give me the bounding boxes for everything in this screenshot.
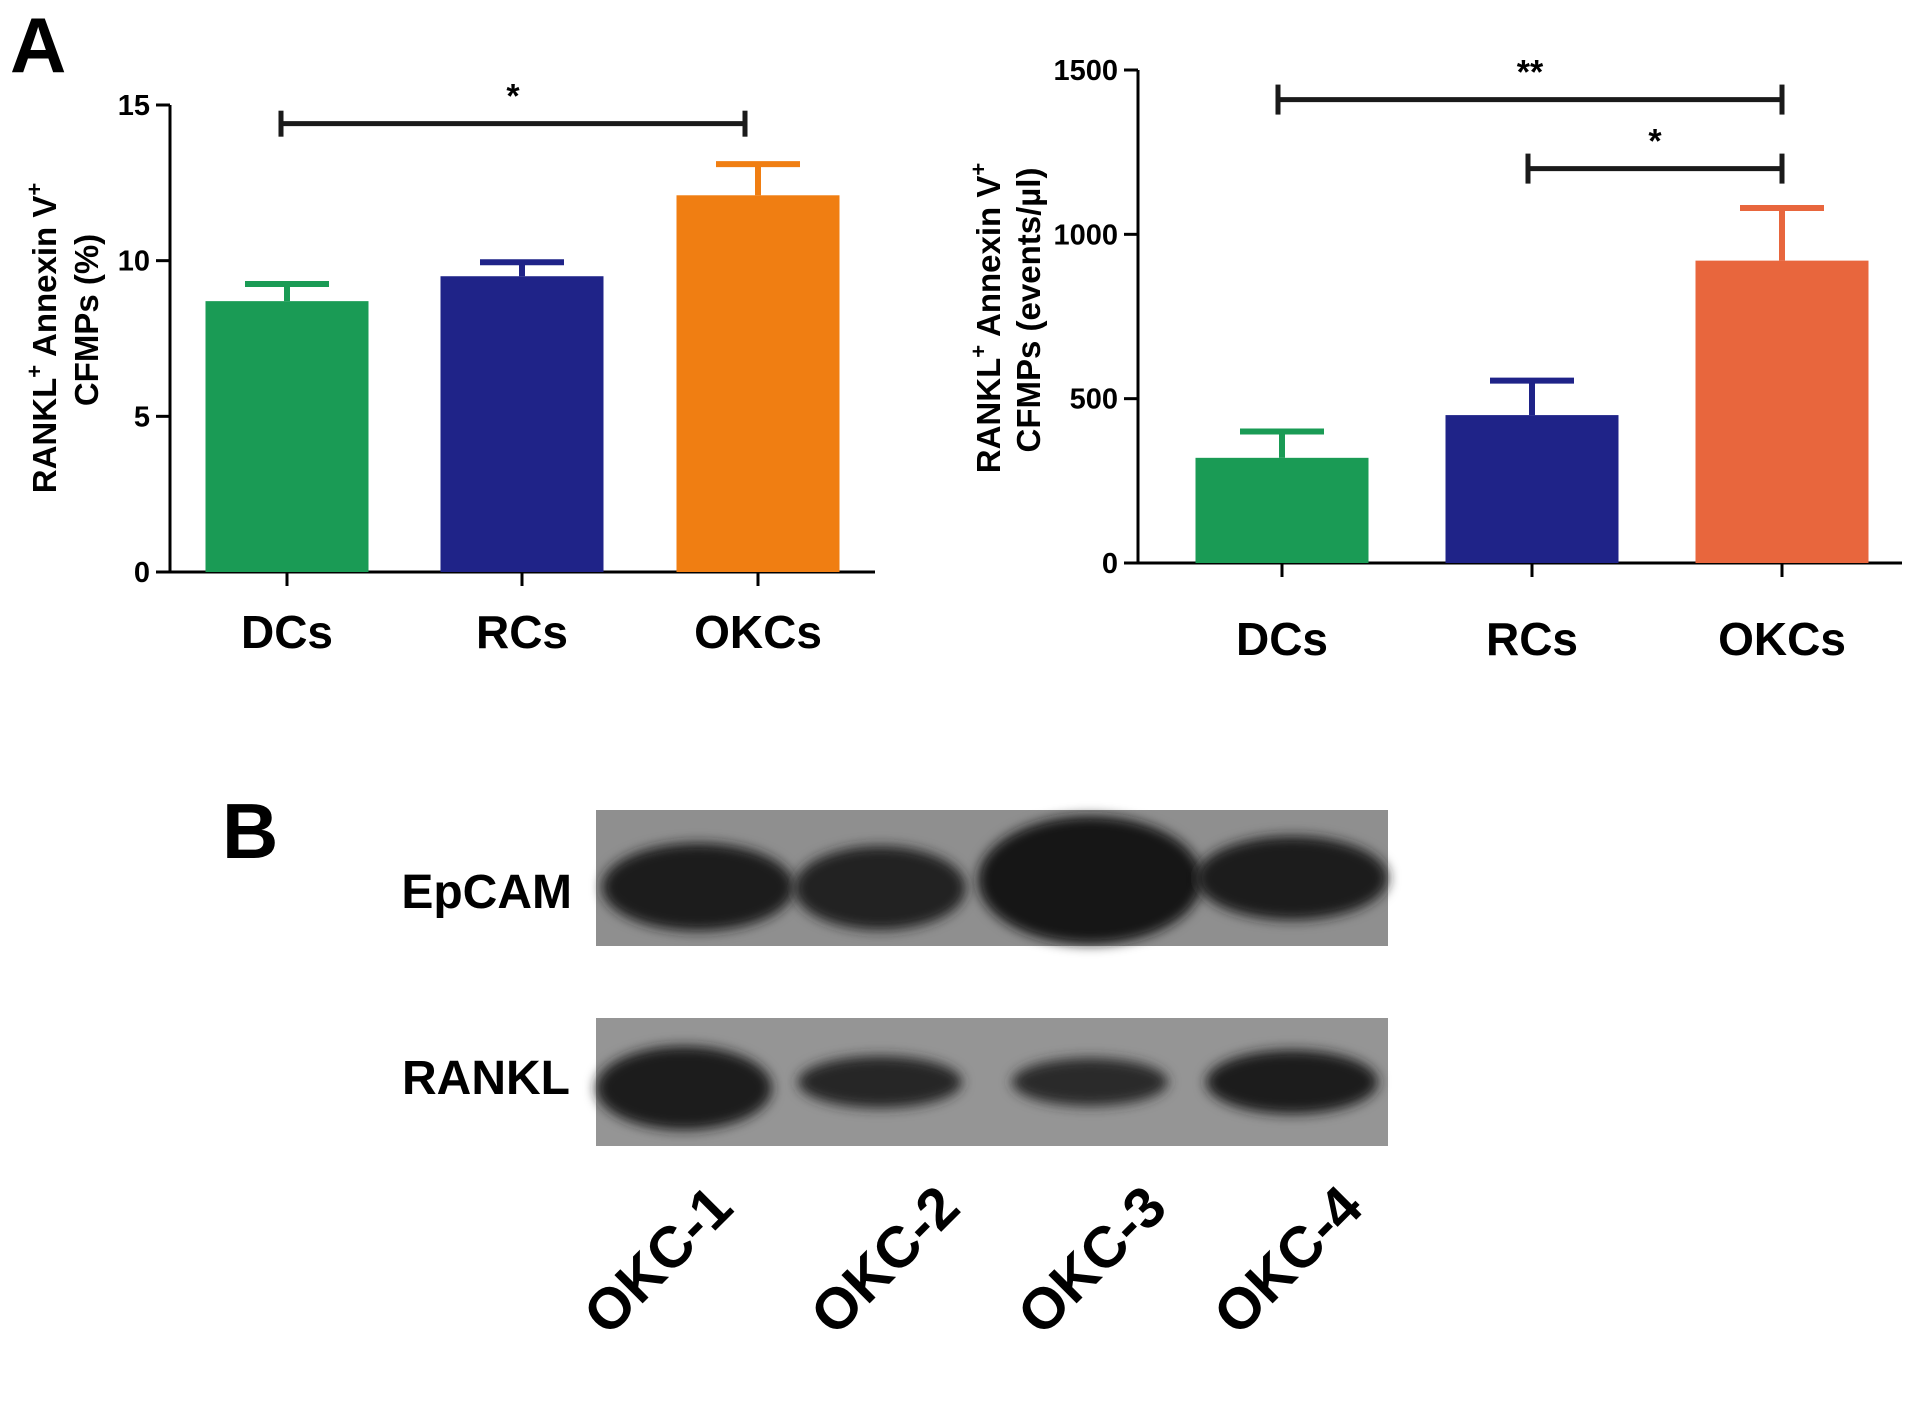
lane-label-okc-3: OKC-3 <box>1005 1174 1179 1348</box>
blot-strip-epcam <box>596 810 1388 946</box>
bars <box>205 161 840 572</box>
panel-b-letter: B <box>222 787 278 875</box>
y-tick-label: 1500 <box>1053 55 1118 87</box>
y-tick-label: 10 <box>118 246 150 278</box>
band-rankl-okc-1 <box>596 1046 772 1130</box>
lane-label-okc-2: OKC-2 <box>798 1174 972 1348</box>
band-epcam-okc-1 <box>602 843 794 931</box>
lane-label-okc-4: OKC-4 <box>1201 1174 1375 1348</box>
x-ticks: DCs RCs OKCs <box>1236 563 1846 665</box>
significance-label: ** <box>1517 54 1544 92</box>
band-rankl-okc-3 <box>1012 1058 1168 1106</box>
band-epcam-okc-3 <box>978 816 1202 944</box>
x-tick-label-rcs: RCs <box>476 606 568 658</box>
significance-label: * <box>1648 123 1662 161</box>
bar-dcs <box>205 301 369 572</box>
x-tick-label-okcs: OKCs <box>1718 613 1846 665</box>
blot-row-label-rankl: RANKL <box>402 1052 570 1105</box>
y-tick-label: 1000 <box>1053 219 1118 251</box>
band-rankl-okc-4 <box>1206 1050 1378 1114</box>
bars <box>1195 205 1869 563</box>
x-tick-label-rcs: RCs <box>1486 613 1578 665</box>
western-blot: EpCAM RANKL OKC-1 OKC-2 OKC-3 OKC-4 <box>401 810 1388 1347</box>
blot-strip-rankl <box>596 1018 1388 1146</box>
y-axis-title: RANKL+ Annexin V+ <box>22 183 63 494</box>
y-tick-label: 5 <box>134 401 150 433</box>
blot-row-label-epcam: EpCAM <box>401 866 572 919</box>
y-tick-label: 500 <box>1070 384 1118 416</box>
band-epcam-okc-4 <box>1196 836 1388 920</box>
y-axis-title: RANKL+ Annexin V+ <box>966 163 1007 474</box>
bar-okcs <box>1695 260 1869 563</box>
panel-a-letter: A <box>10 1 66 89</box>
lane-label-okc-1: OKC-1 <box>571 1174 745 1348</box>
band-epcam-okc-2 <box>794 846 966 930</box>
significance-brackets: * <box>278 78 748 137</box>
y-axis-title-line2: CFMPs (%) <box>68 234 105 406</box>
x-ticks: DCs RCs OKCs <box>241 572 822 658</box>
x-tick-label-dcs: DCs <box>241 606 333 658</box>
significance-label: * <box>506 78 520 116</box>
y-tick-label: 0 <box>134 557 150 589</box>
bar-rcs <box>1445 415 1619 563</box>
bar-dcs <box>1195 457 1369 563</box>
y-axis-title-line2: CFMPs (events/µl) <box>1010 168 1047 453</box>
band-rankl-okc-2 <box>798 1056 962 1108</box>
bar-okcs <box>676 195 840 572</box>
x-tick-label-okcs: OKCs <box>694 606 822 658</box>
significance-brackets: *** <box>1275 54 1785 184</box>
x-tick-label-dcs: DCs <box>1236 613 1328 665</box>
chart-percent: 0 5 10 15 DCs RCs OKCs * RANKL+ Annexin V+ CF… <box>22 78 875 658</box>
y-ticks: 0 500 1000 1500 <box>1053 55 1138 580</box>
bar-rcs <box>440 276 604 572</box>
y-tick-label: 15 <box>118 90 150 122</box>
y-ticks: 0 5 10 15 <box>118 90 170 589</box>
y-tick-label: 0 <box>1102 548 1118 580</box>
